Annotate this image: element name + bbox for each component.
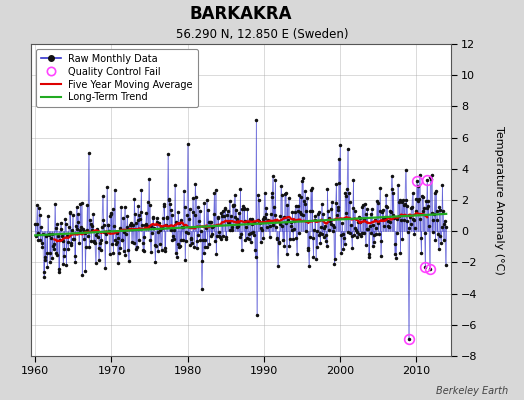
Text: Berkeley Earth: Berkeley Earth: [436, 386, 508, 396]
Y-axis label: Temperature Anomaly (°C): Temperature Anomaly (°C): [494, 126, 504, 274]
Legend: Raw Monthly Data, Quality Control Fail, Five Year Moving Average, Long-Term Tren: Raw Monthly Data, Quality Control Fail, …: [36, 49, 198, 107]
Title: BARKAKRA: BARKAKRA: [190, 5, 292, 23]
Text: 56.290 N, 12.850 E (Sweden): 56.290 N, 12.850 E (Sweden): [176, 28, 348, 41]
